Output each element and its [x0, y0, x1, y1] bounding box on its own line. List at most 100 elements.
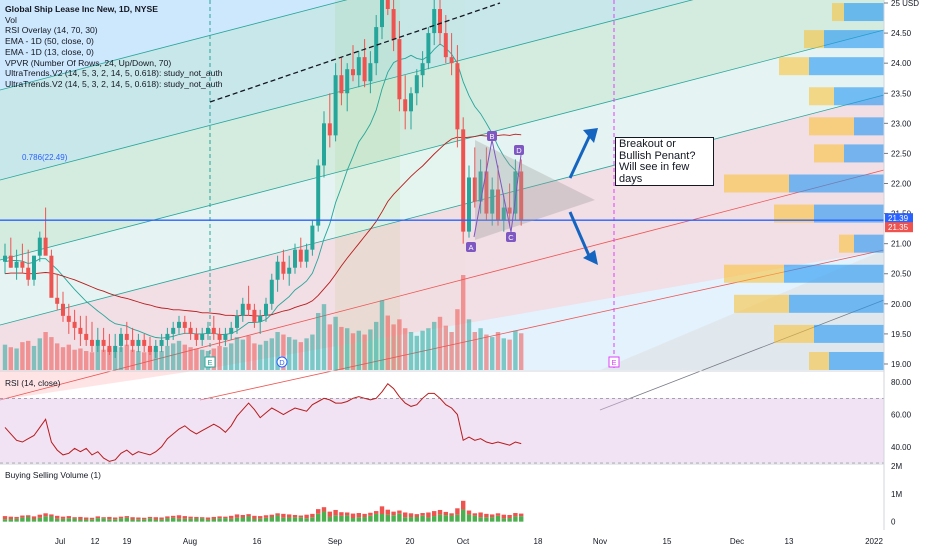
fib-level-label: 0.786(22.49)	[22, 153, 68, 162]
volume-bar	[333, 316, 338, 370]
rsi-band	[0, 398, 884, 463]
sell-volume-bar	[292, 514, 298, 518]
candle	[136, 333, 141, 352]
buy-volume-bar	[466, 514, 472, 522]
sell-volume-bar	[269, 514, 274, 517]
candle-body	[293, 249, 297, 268]
candle	[113, 333, 118, 358]
sell-volume-bar	[165, 516, 170, 519]
pattern-point-marker	[487, 131, 497, 141]
arrow-head	[583, 128, 598, 143]
event-marker	[276, 356, 288, 368]
y-tick-label: 20.50	[891, 270, 912, 279]
candle	[171, 321, 176, 340]
price-tag-label: 21.39	[888, 214, 909, 223]
annotation-callout[interactable]: Breakout or Bullish Penant? Will see in …	[615, 137, 714, 186]
candle-body	[188, 327, 193, 334]
volume-bar	[310, 334, 315, 370]
price-tag-label: 21.35	[888, 223, 909, 232]
channel-line	[0, 94, 885, 326]
volume-bar	[304, 338, 309, 370]
volume-bar	[466, 319, 472, 370]
sell-volume-bar	[263, 515, 269, 518]
x-tick-label: 16	[253, 537, 262, 546]
buy-volume-bar	[287, 517, 292, 522]
candle-body	[66, 315, 71, 322]
volume-bar	[362, 334, 367, 370]
candle-body	[55, 297, 60, 304]
buy-volume-bar	[391, 515, 396, 522]
legend-line-ultratrends-1[interactable]: UltraTrends.V2 (14, 5, 3, 2, 14, 5, 0.61…	[5, 68, 223, 79]
buy-volume-bar	[37, 517, 42, 522]
legend-line-vol[interactable]: Vol	[5, 14, 17, 25]
candle	[397, 21, 402, 112]
vpvr-bar	[774, 204, 814, 223]
sell-volume-bar	[379, 506, 385, 514]
candle-body	[43, 237, 48, 256]
buy-volume-bar	[350, 518, 356, 522]
candle	[55, 273, 60, 310]
volume-bar	[113, 351, 118, 370]
volume-bar	[408, 332, 414, 370]
event-marker-label: E	[207, 358, 212, 367]
symbol-title[interactable]: Global Ship Lease Inc New, 1D, NYSE	[5, 4, 158, 14]
candle	[304, 243, 309, 268]
candle-body	[432, 9, 437, 34]
volume-bar	[368, 329, 373, 370]
candle	[148, 336, 152, 355]
volume-bar	[159, 351, 164, 370]
channel-line	[0, 169, 885, 401]
volume-bar	[298, 342, 303, 370]
candle	[43, 207, 48, 256]
y-tick-label: 25 USD	[891, 0, 919, 8]
candle-body	[269, 279, 274, 304]
sell-volume-bar	[2, 516, 8, 520]
buy-volume-bar	[455, 514, 460, 522]
ema-13-line	[4, 43, 522, 339]
legend-line-ultratrends-2[interactable]: UltraTrends.V2 (14, 5, 3, 2, 14, 5, 0.61…	[5, 78, 223, 89]
buy-volume-bar	[362, 517, 367, 522]
candle	[281, 249, 286, 280]
vpvr-profile	[724, 3, 884, 370]
candle	[484, 147, 489, 220]
x-tick-label: Jul	[55, 537, 65, 546]
candle	[246, 285, 251, 316]
rsi-pane-label[interactable]: RSI (14, close)	[5, 378, 61, 388]
legend-line-rsi-overlay[interactable]: RSI Overlay (14, 70, 30)	[5, 25, 98, 36]
sell-volume-bar	[107, 516, 112, 520]
pattern-point-label: B	[489, 132, 494, 141]
sell-volume-bar	[507, 514, 512, 519]
sell-volume-bar	[153, 517, 158, 520]
volume-bar	[165, 345, 170, 370]
vpvr-bar	[724, 264, 784, 283]
buy-volume-bar	[478, 517, 483, 522]
volume-bar	[252, 343, 257, 370]
candle-body	[322, 123, 326, 166]
volume-bar	[478, 328, 483, 370]
volume-bar	[147, 348, 153, 370]
candle	[153, 339, 158, 358]
candle-body	[362, 57, 367, 82]
legend-line-ema-13[interactable]: EMA - 1D (13, close, 0)	[5, 46, 94, 57]
candle	[507, 183, 512, 226]
volume-tick-label: 1M	[891, 490, 902, 499]
sell-volume-bar	[113, 517, 118, 520]
vpvr-bar	[809, 57, 884, 76]
legend-line-vpvr[interactable]: VPVR (Number Of Rows, 24, Up/Down, 70)	[5, 57, 172, 68]
sell-volume-bar	[240, 514, 245, 518]
candle-body	[229, 327, 234, 334]
volume-bar	[188, 347, 193, 370]
pattern-point-label: C	[508, 233, 514, 242]
volume-bar	[379, 300, 385, 370]
buy-volume-bar	[2, 519, 8, 522]
channel-line	[0, 0, 348, 91]
candle	[194, 327, 199, 346]
vpvr-bar	[734, 294, 789, 313]
sell-volume-bar	[217, 516, 222, 519]
sell-volume-bar	[234, 514, 240, 518]
legend-line-ema-50[interactable]: EMA - 1D (50, close, 0)	[5, 36, 94, 47]
y-tick-label: 23.50	[891, 89, 912, 98]
buy-volume-bar	[356, 517, 361, 522]
candle-body	[72, 321, 77, 328]
volume-pane-label[interactable]: Buying Selling Volume (1)	[5, 470, 101, 480]
